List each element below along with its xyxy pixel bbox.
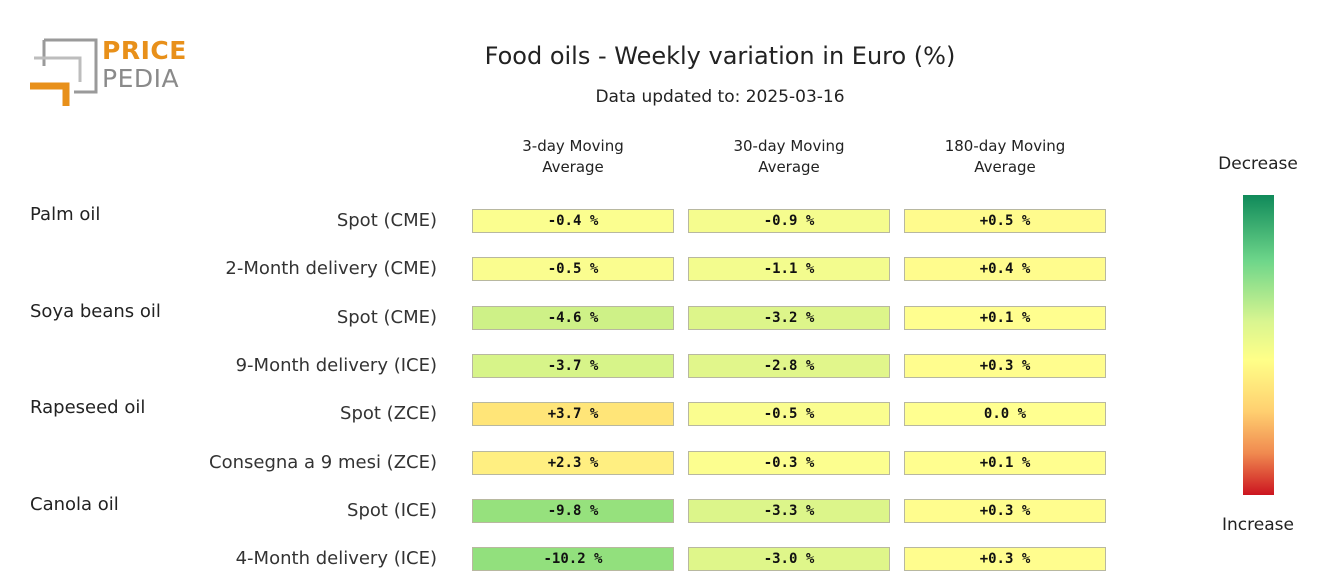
column-header-line: Average xyxy=(974,158,1036,176)
chart-subtitle: Data updated to: 2025-03-16 xyxy=(595,87,845,107)
heatmap-cell: -3.3 % xyxy=(688,498,890,523)
heatmap-cell: 0.0 % xyxy=(904,402,1106,427)
legend-increase-label: Increase xyxy=(1222,515,1294,535)
heatmap-cell: -0.3 % xyxy=(688,450,890,475)
logo-text-pedia: PEDIA xyxy=(102,64,180,93)
heatmap-cell: -0.4 % xyxy=(472,209,674,233)
column-header-line: Average xyxy=(542,158,604,176)
heatmap-cell: +0.3 % xyxy=(904,547,1106,571)
pricepedia-logo: PRICE PEDIA xyxy=(28,36,188,110)
column-header-line: Average xyxy=(758,158,820,176)
heatmap-cell: -0.5 % xyxy=(472,257,674,282)
logo-mark-icon xyxy=(30,38,98,106)
chart-title: Food oils - Weekly variation in Euro (%) xyxy=(484,42,956,70)
commodity-group-label: Rapeseed oil xyxy=(30,397,146,419)
heatmap-cell: -0.5 % xyxy=(688,402,890,427)
heatmap-cell: +0.3 % xyxy=(904,353,1106,378)
heatmap-cell: +3.7 % xyxy=(472,402,674,427)
heatmap-cell: +0.1 % xyxy=(904,305,1106,330)
row-label: 2-Month delivery (CME) xyxy=(225,258,437,280)
row-label: Spot (ZCE) xyxy=(340,403,437,425)
column-header-line: 30-day Moving xyxy=(733,137,845,155)
heatmap-cell: -3.7 % xyxy=(472,353,674,378)
column-header: 180-day Moving Average xyxy=(904,136,1106,178)
column-header-line: 3-day Moving xyxy=(522,137,624,155)
heatmap-cell: -2.8 % xyxy=(688,353,890,378)
heatmap-cell: -9.8 % xyxy=(472,498,674,523)
heatmap-cell: -3.2 % xyxy=(688,305,890,330)
heatmap-cell: -4.6 % xyxy=(472,305,674,330)
legend-color-bar xyxy=(1243,195,1274,495)
heatmap-cell: -10.2 % xyxy=(472,547,674,571)
legend-decrease-label: Decrease xyxy=(1218,154,1298,174)
row-label: 9-Month delivery (ICE) xyxy=(235,354,437,376)
heatmap-cell: +0.1 % xyxy=(904,450,1106,475)
commodity-group-label: Palm oil xyxy=(30,204,101,225)
row-label: Consegna a 9 mesi (ZCE) xyxy=(209,451,437,473)
row-label: Spot (CME) xyxy=(336,210,437,231)
heatmap-cell: +2.3 % xyxy=(472,450,674,475)
column-header: 3-day Moving Average xyxy=(472,136,674,178)
heatmap-cell: +0.5 % xyxy=(904,209,1106,233)
column-header-line: 180-day Moving xyxy=(944,137,1066,155)
commodity-group-label: Canola oil xyxy=(30,493,119,515)
row-label: 4-Month delivery (ICE) xyxy=(235,548,437,570)
heatmap-cell: +0.3 % xyxy=(904,498,1106,523)
row-label: Spot (ICE) xyxy=(347,499,437,521)
heatmap-cell: -1.1 % xyxy=(688,257,890,282)
row-label: Spot (CME) xyxy=(336,306,437,328)
heatmap-cell: +0.4 % xyxy=(904,257,1106,282)
logo-text-price: PRICE xyxy=(102,36,187,65)
column-header: 30-day Moving Average xyxy=(688,136,890,178)
heatmap-cell: -3.0 % xyxy=(688,547,890,571)
heatmap-cell: -0.9 % xyxy=(688,209,890,233)
commodity-group-label: Soya beans oil xyxy=(30,300,161,322)
